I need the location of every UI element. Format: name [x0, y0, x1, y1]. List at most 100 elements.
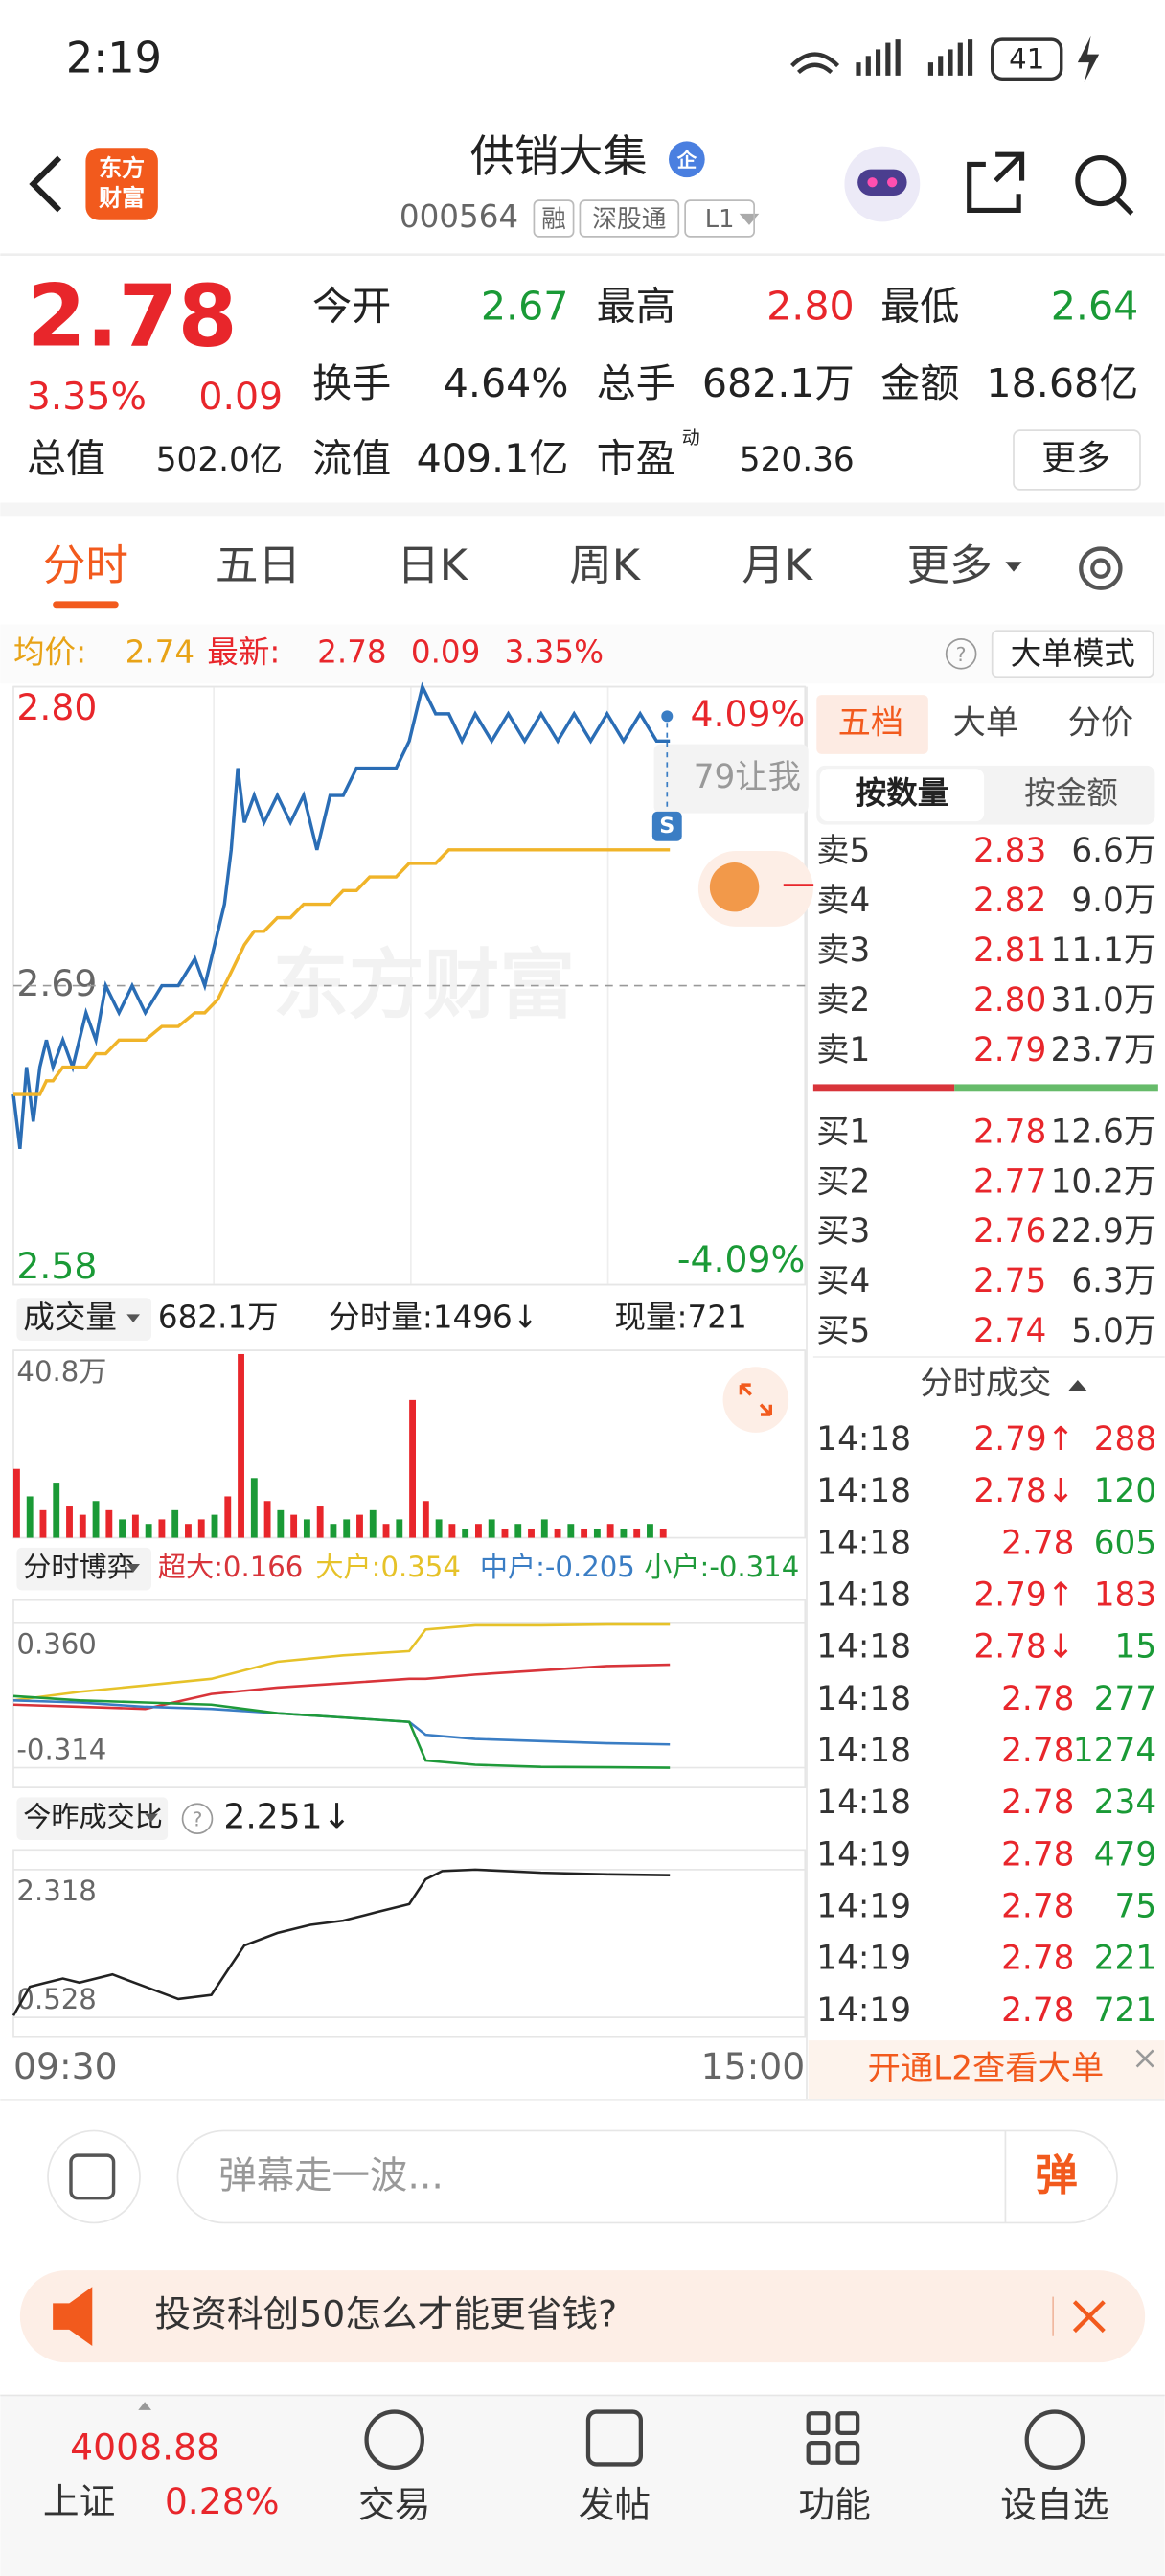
l2-link[interactable]: 开通L2查看大单: [868, 2049, 1104, 2087]
volume-bar: [119, 1519, 126, 1538]
volume-bar: [13, 1468, 20, 1538]
y-tick-label: 2.69: [16, 962, 97, 1004]
mode-label[interactable]: 大单模式: [1011, 635, 1135, 672]
y2-tick-label: 4.09%: [691, 693, 806, 735]
book-label: 买1: [816, 1113, 870, 1151]
legend-entry: 大户:0.354: [315, 1551, 460, 1583]
tab-active[interactable]: [816, 695, 928, 754]
help-mark: ?: [193, 1807, 203, 1830]
series-line: [11, 1868, 671, 2016]
tab[interactable]: 日K: [397, 540, 469, 590]
trade-price: 2.78: [1001, 1783, 1074, 1822]
nav-item[interactable]: 发帖: [579, 2483, 651, 2525]
toggle-option[interactable]: 按金额: [1024, 775, 1118, 812]
stat-label: 总值: [27, 436, 105, 482]
x-tick-label: 15:00: [701, 2045, 806, 2087]
tab[interactable]: 更多: [907, 540, 993, 590]
y-tick-label: 40.8万: [16, 1355, 106, 1388]
ratio-selector[interactable]: [16, 1797, 169, 1840]
volume-bar: [369, 1509, 377, 1538]
mode-button[interactable]: [991, 630, 1154, 678]
tab[interactable]: 分时: [43, 540, 128, 590]
more-button[interactable]: [1013, 429, 1141, 491]
x-tick-label: 09:30: [13, 2045, 118, 2087]
panel-tab[interactable]: 大单: [953, 703, 1019, 742]
volume-selector[interactable]: [16, 1298, 151, 1341]
danmu-icon: [69, 2153, 116, 2200]
status-icons: [790, 35, 1100, 82]
back-button[interactable]: [29, 155, 62, 213]
trade-price: 2.78: [1001, 1940, 1074, 1978]
danmu-toggle[interactable]: [47, 2129, 141, 2224]
legend-entry: 超大:0.166: [158, 1551, 303, 1583]
share-button[interactable]: [967, 151, 1025, 213]
last-price: 2.78: [27, 266, 238, 366]
trade-price: 2.78: [1001, 1835, 1074, 1874]
index-value: 4008.88: [70, 2426, 219, 2468]
trade-time: 14:18: [816, 1420, 911, 1459]
book-label: 卖3: [816, 932, 870, 970]
volume-bar: [303, 1519, 310, 1538]
ratio-current: 2.251↓: [223, 1798, 351, 1837]
trade-volume: 15: [1115, 1628, 1157, 1667]
tab[interactable]: 五日: [216, 540, 301, 590]
y2-tick-label: -4.09%: [677, 1238, 805, 1280]
more-label[interactable]: 更多: [1041, 439, 1110, 478]
flow-selector[interactable]: [16, 1547, 151, 1591]
panel-tab[interactable]: 分价: [1068, 703, 1134, 742]
settings-inner: [1090, 558, 1111, 579]
tag-box: [579, 199, 680, 238]
clock: 2:19: [66, 33, 162, 82]
nav-icon[interactable]: [364, 2409, 424, 2470]
chart-label: 分时博弈: [23, 1551, 134, 1583]
signal-bar: [885, 42, 891, 76]
toggle-option[interactable]: 按数量: [856, 775, 949, 812]
search-button[interactable]: [1075, 155, 1127, 207]
book-label: 卖5: [816, 832, 870, 870]
danmu-button[interactable]: 弹: [1035, 2150, 1078, 2200]
divider: [0, 502, 1165, 517]
volume-bar: [277, 1509, 285, 1538]
signal-bar: [968, 39, 973, 76]
book-volume: 9.0万: [1071, 882, 1156, 920]
series-line: [12, 1622, 671, 1702]
search-handle: [1115, 196, 1134, 216]
stat-label: 金额: [880, 360, 959, 406]
volume-bar: [290, 1514, 298, 1538]
l2-bar[interactable]: [808, 2040, 1165, 2100]
nav-item[interactable]: 功能: [798, 2483, 870, 2525]
settings-button[interactable]: [1079, 546, 1123, 590]
volume-bar: [66, 1506, 73, 1538]
book-volume: 31.0万: [1051, 981, 1157, 1020]
selector-caret: [126, 1314, 140, 1322]
trade-volume: 221: [1094, 1940, 1156, 1978]
nav-item[interactable]: 设自选: [1000, 2483, 1108, 2525]
stat-value: 409.1亿: [417, 436, 569, 482]
stat-value: 2.80: [766, 283, 855, 329]
book-label: 买3: [816, 1212, 870, 1251]
nav-icon[interactable]: [806, 2411, 860, 2465]
signal-bar: [865, 56, 871, 76]
chart-label: 今昨成交比: [23, 1801, 163, 1833]
close-l2[interactable]: [1135, 2049, 1154, 2068]
comment-input[interactable]: [176, 2129, 1118, 2224]
book-label: 卖4: [816, 882, 870, 920]
y-tick-label: 0.360: [16, 1628, 96, 1661]
volume-bar: [343, 1519, 351, 1538]
book-label: 买2: [816, 1162, 870, 1201]
nav-icon[interactable]: [1024, 2409, 1085, 2470]
promo-banner[interactable]: [19, 2270, 1146, 2363]
signal-bar: [927, 62, 933, 76]
tab[interactable]: 周K: [569, 540, 642, 590]
last-value: 2.78: [317, 633, 387, 670]
nav-item[interactable]: 交易: [358, 2483, 430, 2525]
tab[interactable]: 月K: [742, 540, 814, 590]
stat-label: 市盈: [597, 436, 675, 482]
nav-icon[interactable]: [585, 2409, 643, 2467]
expand-button[interactable]: [722, 1367, 789, 1433]
bubble-box: [653, 744, 809, 814]
close-banner[interactable]: [1072, 2300, 1106, 2334]
panel-tab[interactable]: 五档: [838, 703, 904, 742]
book-price: 2.78: [973, 1113, 1046, 1151]
trade-price: 2.78: [1001, 1680, 1074, 1718]
